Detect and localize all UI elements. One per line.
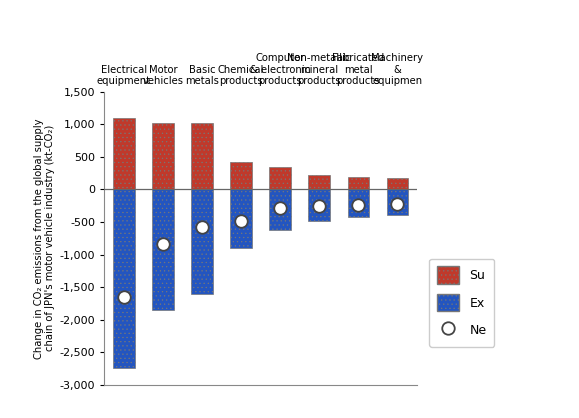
Bar: [113, 189, 134, 368]
Bar: [347, 189, 369, 217]
Bar: [309, 189, 330, 221]
Bar: [309, 175, 330, 189]
Bar: [387, 178, 408, 189]
Bar: [269, 167, 291, 189]
Bar: [230, 162, 252, 189]
Bar: [152, 123, 174, 189]
Bar: [230, 189, 252, 248]
Bar: [152, 189, 174, 311]
Y-axis label: Change in CO₂ emissions from the global supply
chain of JPN's motor vehicle indu: Change in CO₂ emissions from the global …: [34, 118, 56, 359]
Bar: [347, 177, 369, 189]
Bar: [387, 189, 408, 215]
Bar: [113, 118, 134, 189]
Legend: Su, Ex, Ne: Su, Ex, Ne: [430, 259, 494, 347]
Bar: [191, 123, 212, 189]
Bar: [269, 189, 291, 230]
Bar: [191, 189, 212, 293]
